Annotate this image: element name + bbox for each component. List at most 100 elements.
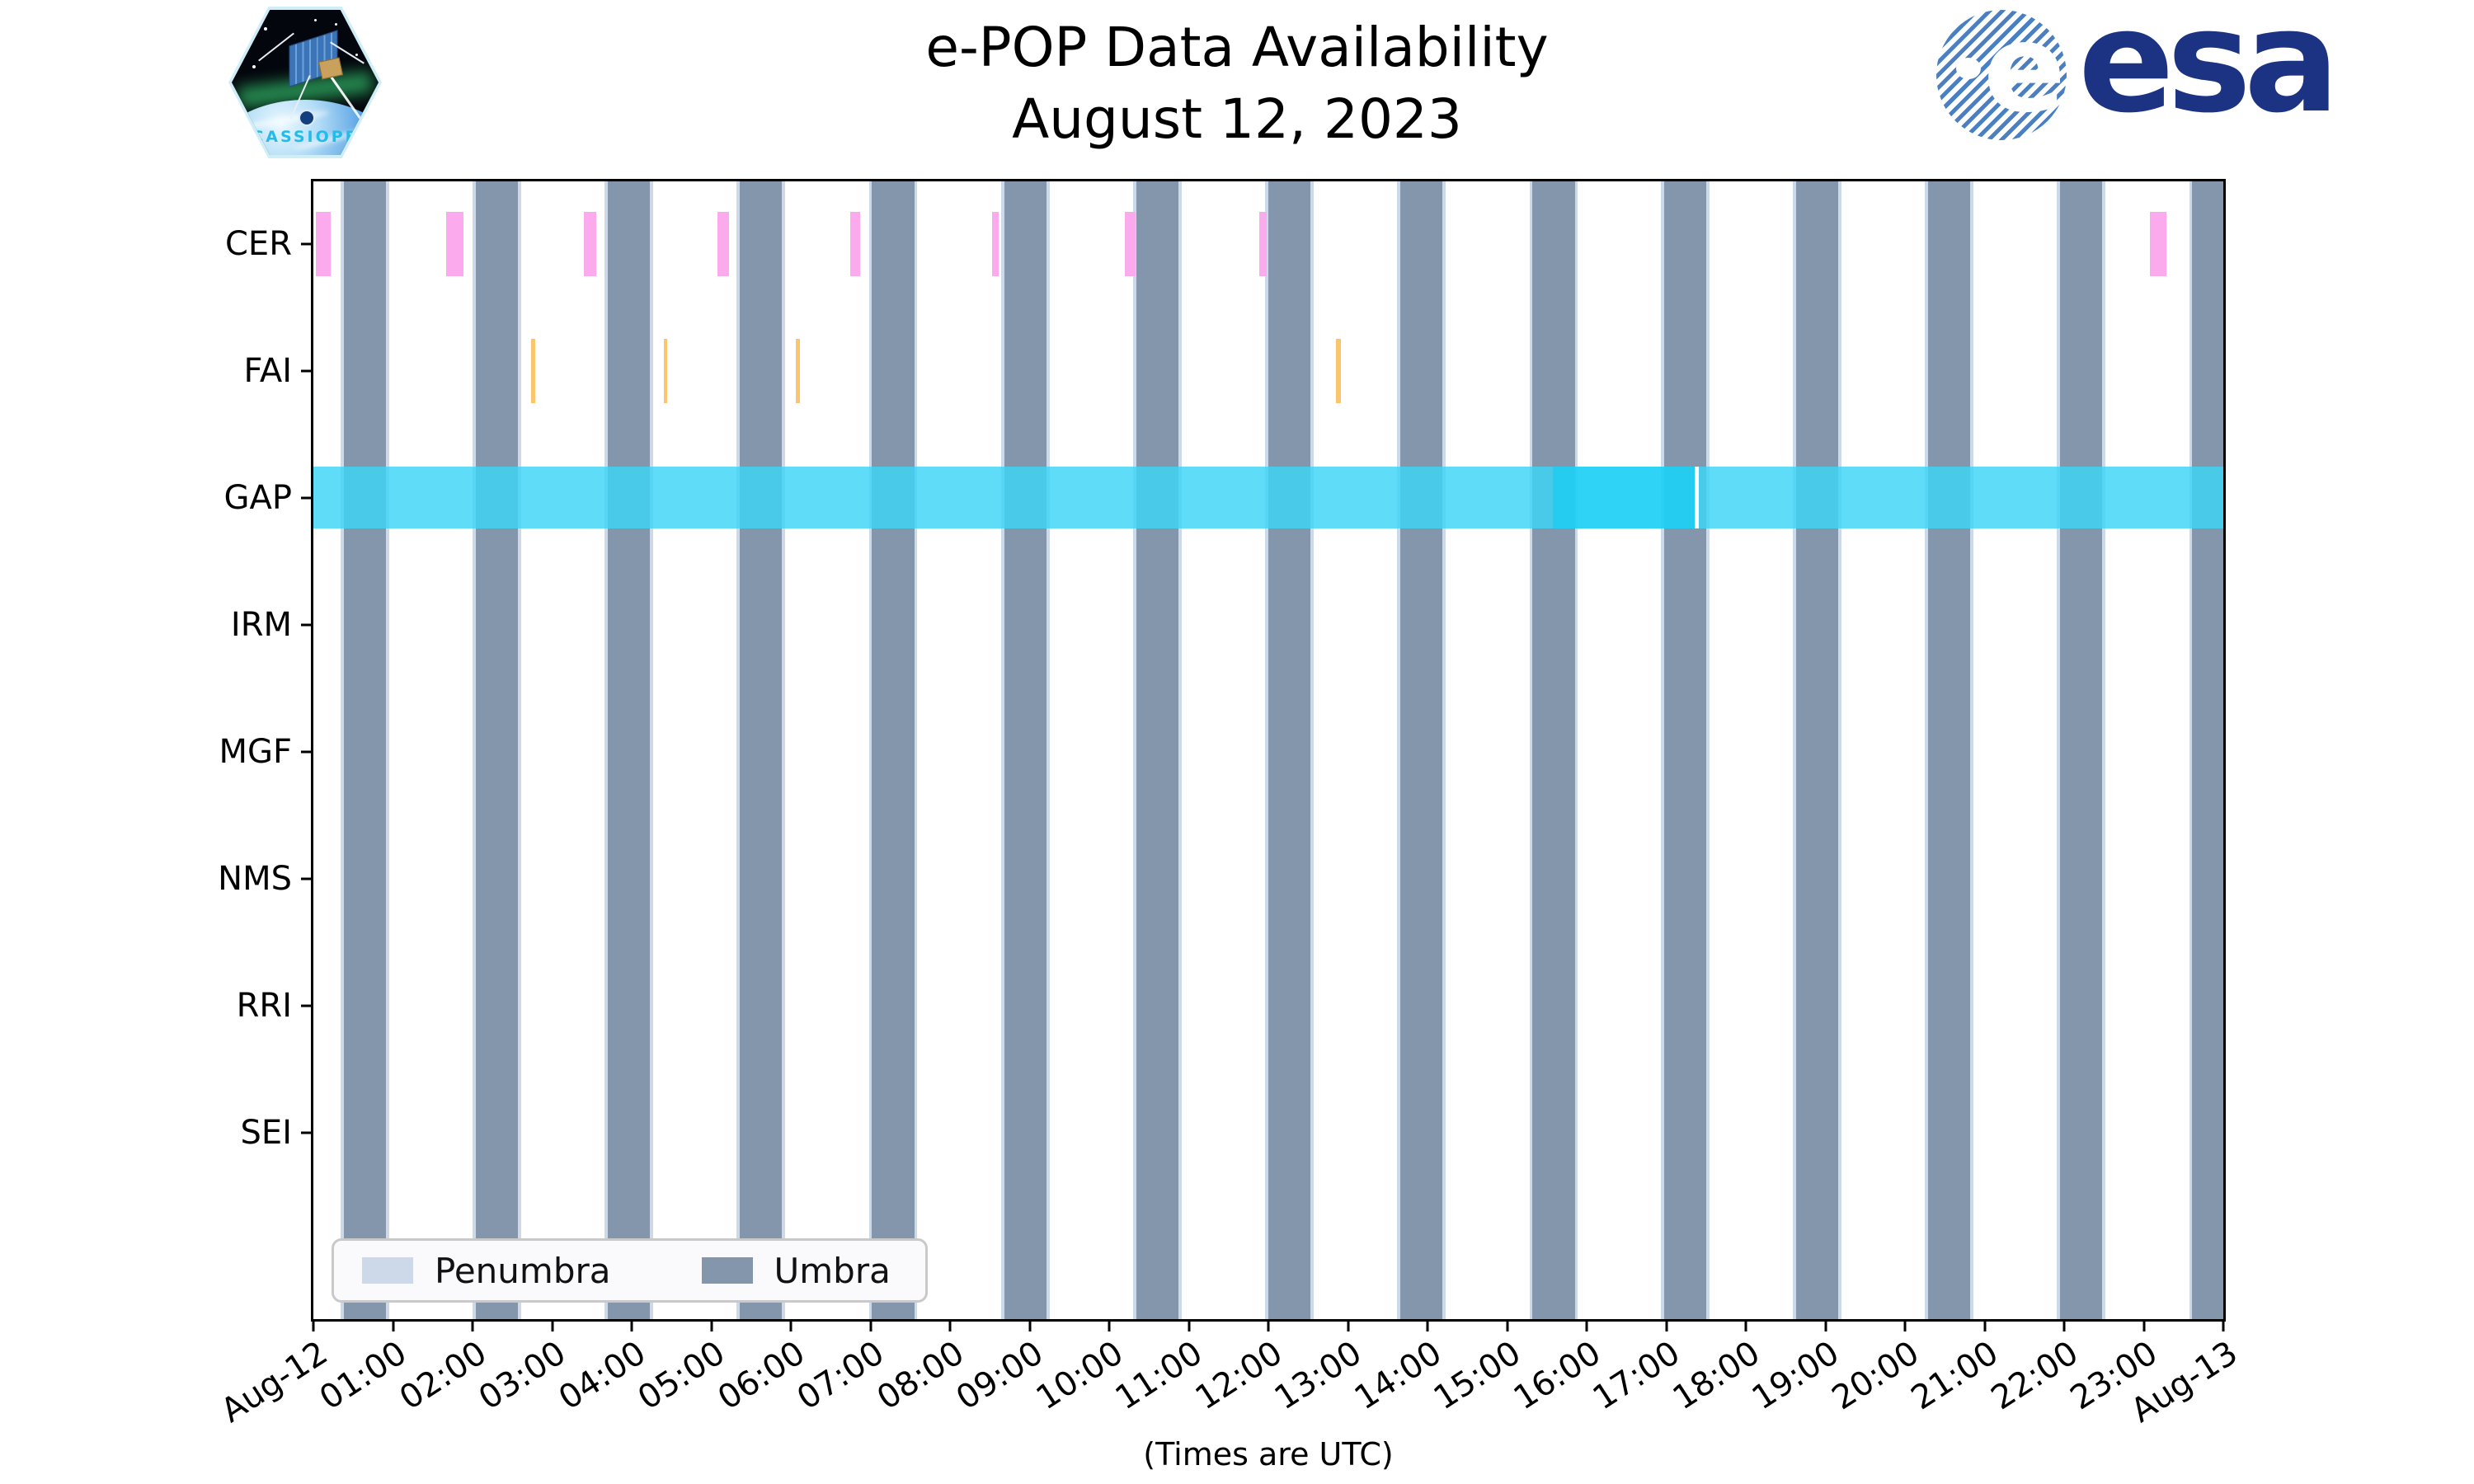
- cer-mark: [584, 212, 596, 276]
- y-axis-label-sei: SEI: [240, 1114, 292, 1152]
- x-tick-label-text: 07:00: [790, 1334, 891, 1418]
- chart-title-block: e-POP Data Availability August 12, 2023: [0, 12, 2474, 155]
- penumbra-strip: [914, 181, 918, 1319]
- x-tick: [1188, 1319, 1190, 1331]
- cer-mark: [850, 212, 860, 276]
- y-axis-label-fai: FAI: [243, 352, 293, 390]
- x-tick: [2142, 1319, 2145, 1331]
- penumbra-strip: [1442, 181, 1446, 1319]
- chart-title: e-POP Data Availability: [925, 16, 1549, 79]
- y-tick: [301, 496, 311, 500]
- umbra-bar: [1268, 181, 1311, 1319]
- x-tick: [710, 1319, 713, 1331]
- chart-subtitle: August 12, 2023: [1012, 87, 1462, 152]
- x-tick-label-text: 06:00: [711, 1334, 812, 1418]
- star-icon: [252, 64, 256, 68]
- fai-mark: [663, 339, 668, 403]
- x-tick: [1347, 1319, 1349, 1331]
- x-tick: [1665, 1319, 1667, 1331]
- x-tick: [1506, 1319, 1508, 1331]
- esa-wordmark: esa: [2078, 0, 2340, 144]
- penumbra-strip: [1970, 181, 1973, 1319]
- umbra-bar: [1136, 181, 1178, 1319]
- fai-mark: [1336, 339, 1341, 403]
- x-tick: [312, 1319, 315, 1331]
- umbra-bar: [1400, 181, 1443, 1319]
- cer-mark: [446, 212, 464, 276]
- x-tick: [2222, 1319, 2225, 1331]
- penumbra-strip: [1265, 181, 1268, 1319]
- x-tick: [630, 1319, 633, 1331]
- penumbra-strip: [1000, 181, 1004, 1319]
- cassiope-logo: CASSIOPE: [228, 7, 382, 158]
- x-tick-label-text: 01:00: [313, 1334, 414, 1418]
- y-axis-label-irm: IRM: [230, 606, 292, 644]
- x-tick-label-text: 14:00: [1348, 1334, 1449, 1418]
- penumbra-strip: [1046, 181, 1050, 1319]
- star-icon: [313, 18, 317, 21]
- x-tick-label-text: 21:00: [1904, 1334, 2006, 1418]
- gap-segment: [1699, 467, 2223, 528]
- penumbra-strip: [385, 181, 389, 1319]
- penumbra-strip: [2189, 181, 2193, 1319]
- penumbra-strip: [868, 181, 872, 1319]
- gap-data-break: [1695, 467, 1700, 528]
- x-tick-label-text: 12:00: [1188, 1334, 1290, 1418]
- umbra-bar: [1532, 181, 1575, 1319]
- x-tick-label-text: 11:00: [1108, 1334, 1210, 1418]
- legend-item-umbra: Umbra: [701, 1250, 891, 1291]
- penumbra-strip: [1792, 181, 1796, 1319]
- umbra-bar: [1004, 181, 1047, 1319]
- penumbra-swatch-icon: [362, 1257, 413, 1284]
- penumbra-strip: [518, 181, 521, 1319]
- x-axis-label: (Times are UTC): [1143, 1436, 1394, 1472]
- cer-mark: [992, 212, 999, 276]
- fai-mark: [795, 339, 800, 403]
- y-tick: [301, 877, 311, 881]
- penumbra-strip: [1660, 181, 1664, 1319]
- penumbra-strip: [473, 181, 476, 1319]
- x-tick-label-text: 04:00: [552, 1334, 653, 1418]
- penumbra-strip: [1310, 181, 1314, 1319]
- penumbra-strip: [1132, 181, 1136, 1319]
- penumbra-strip: [604, 181, 609, 1319]
- x-tick: [869, 1319, 872, 1331]
- umbra-bar: [1927, 181, 1971, 1319]
- cer-mark: [717, 212, 729, 276]
- plot-area: (Times are UTC) Penumbra Umbra CER FAI GAP…: [214, 179, 2244, 1472]
- x-tick-label-text: 16:00: [1507, 1334, 1608, 1418]
- penumbra-strip: [2057, 181, 2061, 1319]
- cassiope-wordmark: CASSIOPE: [252, 127, 359, 146]
- legend-label: Umbra: [774, 1250, 891, 1291]
- penumbra-strip: [1574, 181, 1578, 1319]
- fai-mark: [531, 339, 536, 403]
- gap-segment: [1552, 467, 1696, 528]
- legend-label: Penumbra: [435, 1250, 611, 1291]
- esa-globe-dot: [1956, 58, 1981, 79]
- x-tick-label-text: 02:00: [393, 1334, 494, 1418]
- x-tick: [789, 1319, 793, 1331]
- penumbra-strip: [1705, 181, 1710, 1319]
- x-tick: [1028, 1319, 1031, 1331]
- x-tick: [1267, 1319, 1270, 1331]
- y-axis-label-nms: NMS: [218, 860, 292, 898]
- esa-globe-e: e: [1982, 0, 2067, 139]
- esa-logo: e esa: [1936, 0, 2340, 155]
- x-tick: [471, 1319, 474, 1331]
- umbra-bar: [1795, 181, 1838, 1319]
- penumbra-strip: [736, 181, 741, 1319]
- x-tick: [948, 1319, 952, 1331]
- x-tick: [551, 1319, 553, 1331]
- umbra-bar: [343, 181, 386, 1319]
- umbra-bar: [2060, 181, 2103, 1319]
- umbra-bar: [608, 181, 651, 1319]
- star-icon: [264, 27, 268, 31]
- cer-mark: [2150, 212, 2167, 276]
- x-tick-label-text: 20:00: [1825, 1334, 1926, 1418]
- penumbra-strip: [340, 181, 344, 1319]
- penumbra-strip: [1178, 181, 1182, 1319]
- x-tick-label-text: 13:00: [1268, 1334, 1369, 1418]
- cer-mark: [1125, 212, 1136, 276]
- y-axis-label-gap: GAP: [223, 479, 292, 517]
- umbra-bar: [2192, 181, 2223, 1319]
